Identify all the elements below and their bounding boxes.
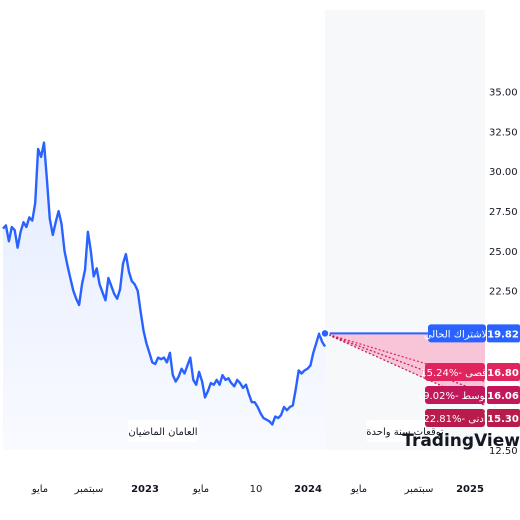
x-tick-label: 2023 — [131, 484, 159, 495]
forecast-value-box — [487, 409, 520, 427]
y-tick-label: 35.00 — [489, 88, 518, 99]
x-tick-label: 2025 — [456, 484, 484, 495]
period-labels: العامان الماضيان توقعات سنة واحدة — [128, 420, 444, 442]
current-label: الاشتراك الحالي — [424, 329, 490, 340]
forecast-value-box — [487, 386, 520, 404]
future-period-box — [366, 420, 444, 442]
forecast-label-box — [425, 409, 485, 427]
forecast-label: 22.81%- أدنى — [423, 412, 486, 425]
y-tick-label: 32.50 — [489, 127, 518, 138]
past-period-box — [128, 420, 198, 442]
current-value: 19.82 — [487, 329, 519, 340]
y-tick-label: 25.00 — [489, 247, 518, 258]
forecast-label: 15.24%- أقصى — [420, 366, 490, 379]
x-tick-label: مايو — [31, 484, 48, 495]
x-tick-label: مايو — [350, 484, 367, 495]
forecast-value-box — [487, 363, 520, 381]
y-tick-label: 30.00 — [489, 167, 518, 178]
price-area — [3, 142, 325, 450]
y-tick-label: 12.50 — [489, 446, 518, 457]
forecast-ray — [324, 332, 486, 394]
forecast-label: 19.02%- متوسط — [417, 391, 493, 402]
x-axis: مايو سبتمبر 2023 مايو 10 2024 مايو سبتمبر 2025 — [31, 484, 484, 495]
x-tick-label: سبتمبر — [74, 484, 104, 495]
past-period-label: العامان الماضيان — [128, 427, 197, 438]
forecast-value: 16.06 — [487, 391, 519, 402]
future-period-label: توقعات سنة واحدة — [366, 427, 444, 438]
forecast-value: 16.80 — [487, 368, 519, 379]
forecast-label-box — [425, 386, 485, 404]
y-tick-label: 22.50 — [489, 287, 518, 298]
price-line — [2, 141, 327, 426]
x-tick-label: 10 — [250, 484, 263, 495]
x-tick-label: 2024 — [294, 484, 322, 495]
tradingview-logo: TradingView — [402, 431, 520, 451]
forecast-label-box — [425, 363, 485, 381]
forecast-value: 15.30 — [487, 414, 519, 425]
x-tick-label: مايو — [192, 484, 209, 495]
current-label-box — [428, 324, 486, 343]
x-tick-label: سبتمبر — [404, 484, 434, 495]
current-price-dot — [320, 328, 330, 339]
current-value-box — [487, 324, 520, 343]
y-tick-label: 27.50 — [489, 207, 518, 218]
forecast-ray — [324, 332, 486, 406]
